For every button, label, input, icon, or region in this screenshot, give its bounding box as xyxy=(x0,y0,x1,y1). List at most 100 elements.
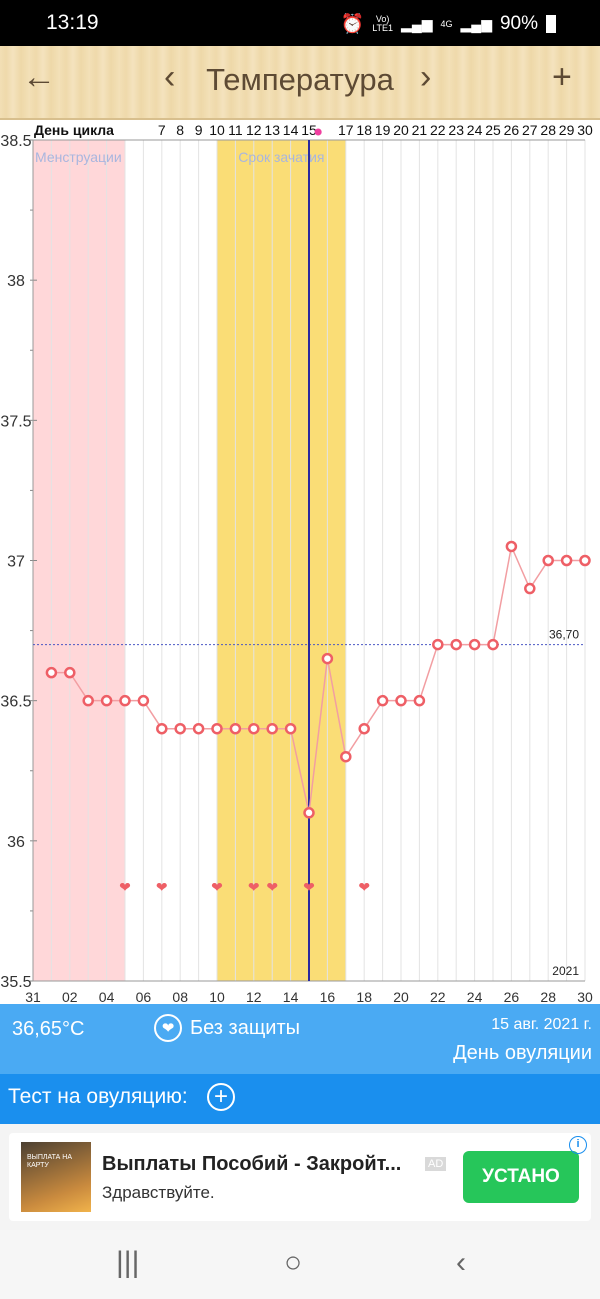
ovulation-test-bar: Тест на овуляцию: + xyxy=(0,1074,600,1124)
prev-chevron-icon[interactable]: ‹ xyxy=(164,58,176,96)
intercourse-heart-icon: ❤ xyxy=(156,880,168,896)
cycle-day-number: 14 xyxy=(283,122,299,138)
cycle-day-number: 23 xyxy=(448,122,464,138)
temperature-point xyxy=(64,666,76,679)
ad-info-icon[interactable]: i xyxy=(569,1136,587,1154)
system-nav-bar: ||| ○ ‹ xyxy=(0,1230,600,1299)
cycle-day-number: 18 xyxy=(356,122,372,138)
ad-install-button[interactable]: УСТАНО xyxy=(463,1151,579,1203)
cycle-day-number: 12 xyxy=(246,122,262,138)
x-tick-label: 26 xyxy=(504,989,520,1004)
temperature-point xyxy=(505,540,518,553)
y-tick-label: 37 xyxy=(7,554,25,571)
cycle-day-number: 21 xyxy=(412,122,428,138)
cycle-day-number: 9 xyxy=(195,122,203,138)
selected-date: 15 авг. 2021 г. xyxy=(491,1016,592,1033)
temperature-point xyxy=(211,722,223,735)
battery-percent: 90% xyxy=(499,13,538,34)
temperature-point xyxy=(248,722,260,735)
menstruation-label: Менструации xyxy=(35,149,122,165)
ad-banner[interactable]: ВЫПЛАТА НА КАРТУ Выплаты Пособий - Закро… xyxy=(9,1133,591,1221)
ad-thumb-text: ВЫПЛАТА НА КАРТУ xyxy=(27,1154,72,1169)
next-chevron-icon[interactable]: › xyxy=(420,58,432,96)
cycle-day-number: 7 xyxy=(158,122,166,138)
x-tick-label: 12 xyxy=(246,989,262,1004)
back-arrow-icon[interactable]: ← xyxy=(22,58,56,96)
add-plus-icon[interactable]: + xyxy=(552,58,572,96)
y-tick-label: 35.5 xyxy=(0,974,31,991)
ovulation-test-label: Тест на овуляцию: xyxy=(8,1085,188,1108)
ad-area: ВЫПЛАТА НА КАРТУ Выплаты Пособий - Закро… xyxy=(0,1124,600,1230)
add-test-plus-icon[interactable]: + xyxy=(207,1083,235,1111)
app-header: ← ‹ Температура › + xyxy=(0,46,600,120)
x-tick-label: 18 xyxy=(356,989,372,1004)
year-label: 2021 xyxy=(552,964,579,978)
x-tick-label: 20 xyxy=(393,989,409,1004)
intercourse-heart-icon: ❤ xyxy=(119,880,131,896)
lte-label: LTE1 xyxy=(372,23,394,33)
day-info-bar[interactable]: 36,65°C ❤ Без защиты 15 авг. 2021 г. Ден… xyxy=(0,1004,600,1074)
temperature-point xyxy=(468,638,481,651)
y-tick-label: 38.5 xyxy=(0,133,31,150)
intercourse-heart-icon: ❤ xyxy=(303,880,315,896)
cover-line-label: 36,70 xyxy=(549,628,579,642)
cycle-day-number: 30 xyxy=(577,122,593,138)
cycle-day-number: 26 xyxy=(504,122,520,138)
day-type: День овуляции xyxy=(453,1042,592,1064)
ad-subtitle: Здравствуйте. xyxy=(102,1183,215,1202)
temperature-point xyxy=(395,694,407,707)
y-tick-label: 36.5 xyxy=(0,694,31,711)
heart-icon: ❤ xyxy=(154,1014,182,1042)
temperature-point xyxy=(156,722,168,735)
cycle-day-number: 27 xyxy=(522,122,538,138)
ad-thumbnail[interactable]: ВЫПЛАТА НА КАРТУ xyxy=(21,1142,91,1212)
signal-icon-2: ▂▄▆ xyxy=(460,15,492,32)
battery-icon xyxy=(546,15,556,33)
cycle-day-number: 19 xyxy=(375,122,391,138)
menstruation-band xyxy=(33,140,125,981)
temperature-point xyxy=(487,638,499,651)
fertile-label: Срок зачатия xyxy=(238,149,324,165)
home-icon[interactable]: ○ xyxy=(284,1246,303,1279)
x-tick-label: 28 xyxy=(540,989,556,1004)
temperature-point xyxy=(284,722,297,735)
temperature-point xyxy=(192,722,205,735)
recents-icon[interactable]: ||| xyxy=(116,1246,140,1279)
ad-title[interactable]: Выплаты Пособий - Закройт... xyxy=(102,1153,402,1175)
ovulation-dot-marker xyxy=(314,128,322,136)
y-tick-label: 36 xyxy=(7,834,25,851)
temperature-point xyxy=(450,638,462,651)
fertile-band xyxy=(217,140,346,981)
nav-back-icon[interactable]: ‹ xyxy=(456,1246,466,1279)
temperature-point xyxy=(340,750,352,763)
intercourse-heart-icon: ❤ xyxy=(266,880,278,896)
alarm-icon: ⏰ xyxy=(340,14,365,35)
x-tick-label: 22 xyxy=(430,989,446,1004)
temperature-point xyxy=(413,694,426,707)
cycle-day-number: 25 xyxy=(485,122,501,138)
temperature-point xyxy=(266,722,278,735)
cycle-day-number: 11 xyxy=(228,122,243,138)
cycle-day-number: 13 xyxy=(264,122,280,138)
x-tick-label: 06 xyxy=(136,989,152,1004)
cycle-day-number: 10 xyxy=(209,122,225,138)
x-tick-label: 30 xyxy=(577,989,593,1004)
ad-badge: AD xyxy=(425,1157,447,1171)
temperature-point xyxy=(119,694,131,707)
protection-status[interactable]: ❤ Без защиты xyxy=(154,1014,300,1042)
y-tick-label: 38 xyxy=(7,273,25,290)
intercourse-heart-icon: ❤ xyxy=(358,880,370,896)
temperature-point xyxy=(45,666,58,679)
cycle-day-number: 20 xyxy=(393,122,409,138)
volte-label: Vo) xyxy=(375,14,390,24)
temperature-point xyxy=(174,722,186,735)
temperature-point xyxy=(100,694,113,707)
status-bar: 13:19 ⏰ Vo) LTE1 ▂▄▆ 4G ▂▄▆ 90% xyxy=(0,0,600,46)
temperature-point xyxy=(524,582,536,595)
day-temperature: 36,65°C xyxy=(12,1018,85,1040)
y-tick-label: 37.5 xyxy=(0,413,31,430)
status-time: 13:19 xyxy=(46,11,99,34)
cycle-day-number: 29 xyxy=(559,122,575,138)
cycle-day-number: 28 xyxy=(540,122,556,138)
